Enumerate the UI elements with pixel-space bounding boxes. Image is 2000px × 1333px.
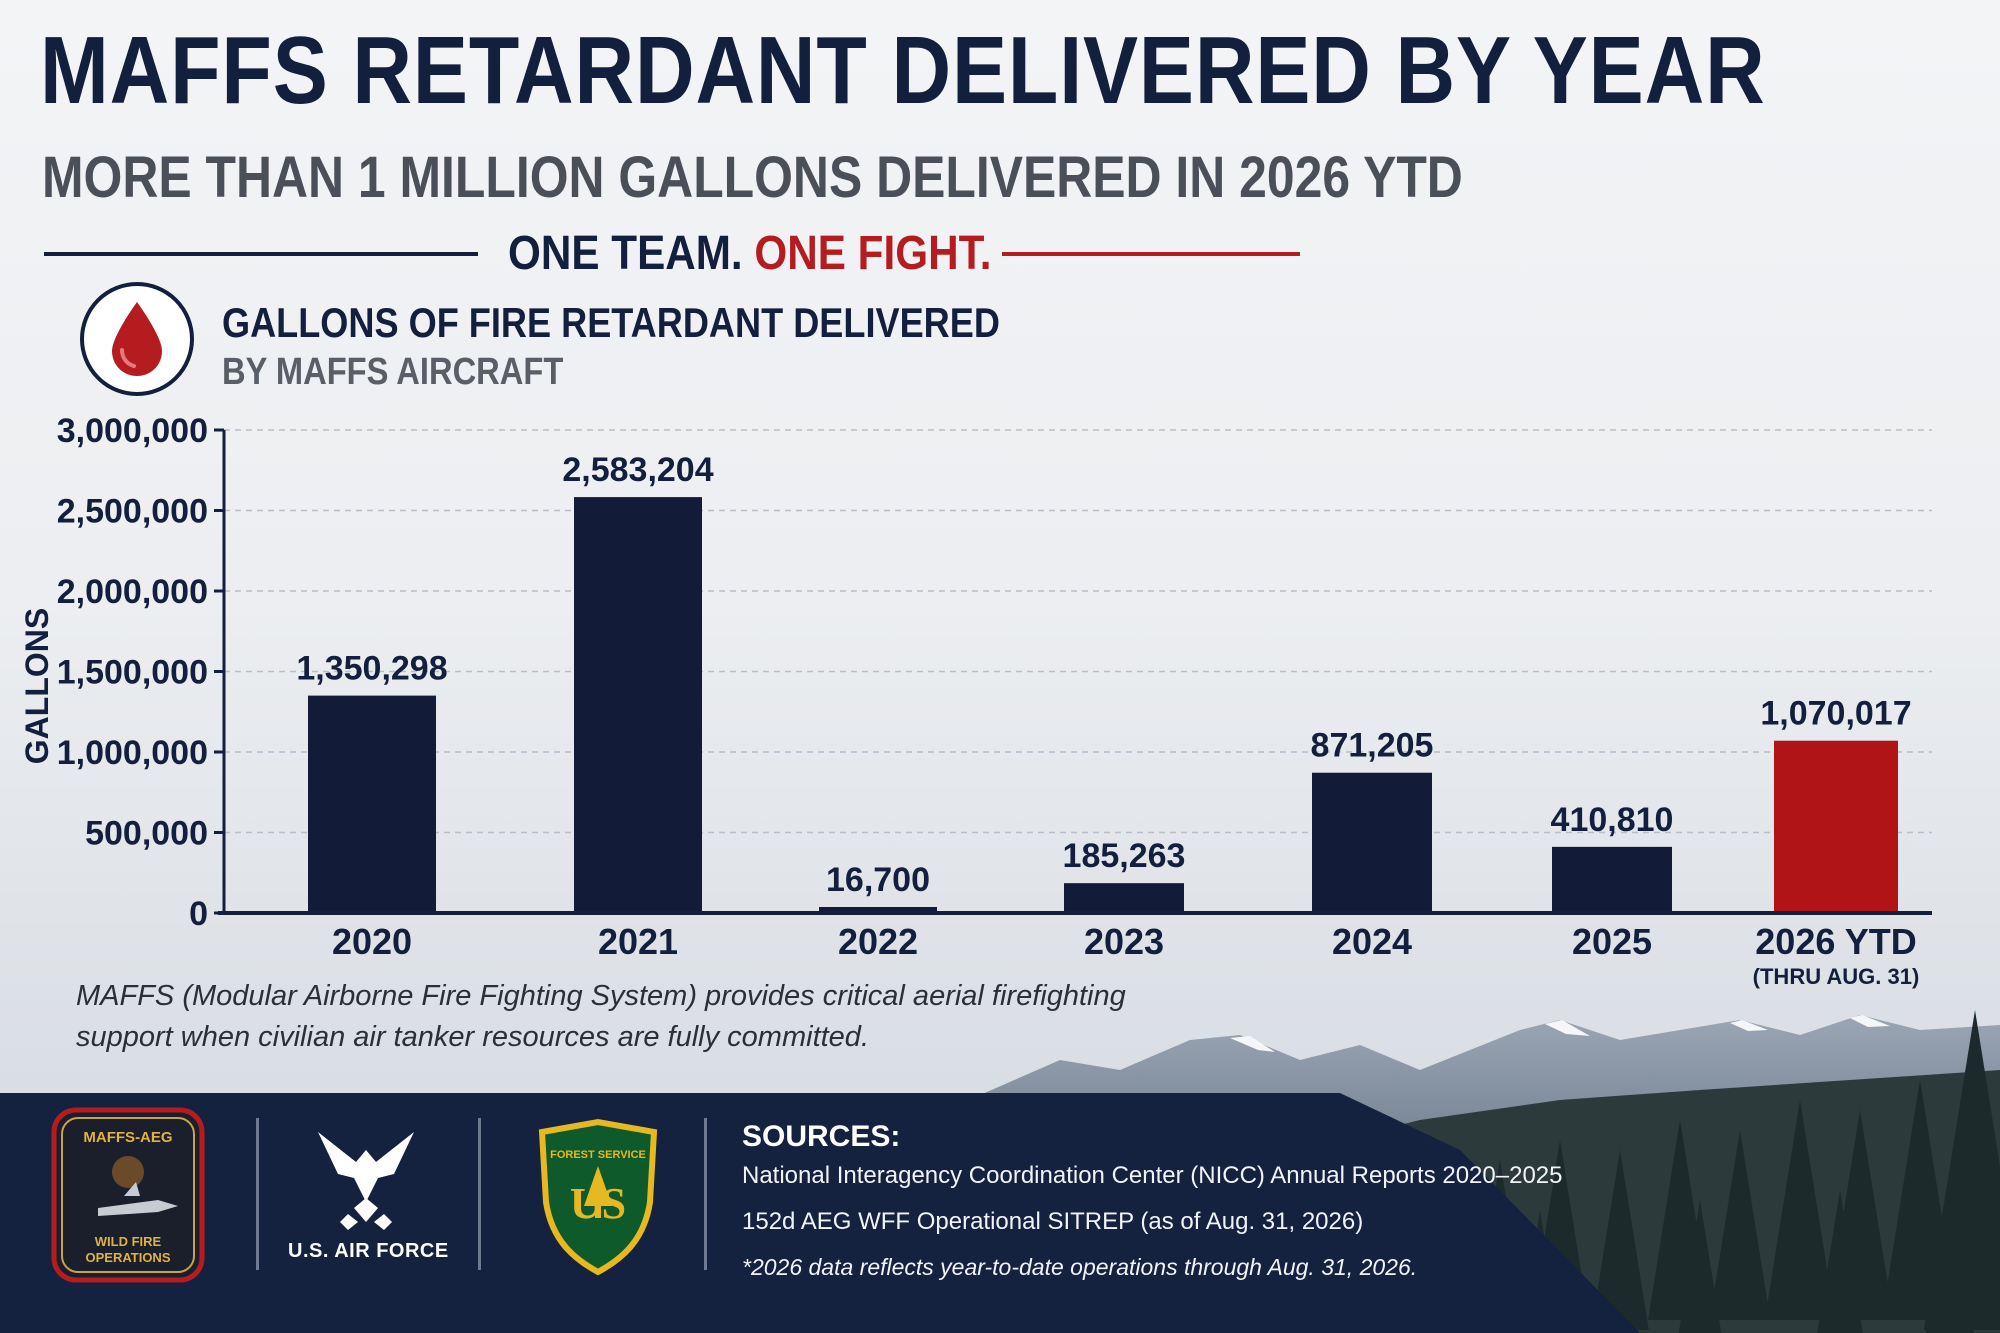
pine-tree — [1764, 1100, 1836, 1320]
data-label: 871,205 — [1311, 727, 1434, 765]
x-tick-label: 2024 — [1332, 921, 1412, 962]
forest-service-shield: FOREST SERVICE US — [538, 1118, 658, 1276]
sources-title: SOURCES: — [742, 1120, 901, 1153]
bar-2022 — [819, 907, 937, 913]
tagline-rule-left — [44, 252, 478, 256]
pine-tree — [1591, 1150, 1649, 1330]
bar-2026-ytd — [1774, 740, 1898, 913]
mountain-snow — [1230, 1015, 1890, 1052]
y-tick-label: 1,500,000 — [57, 654, 208, 692]
us-air-force-label: U.S. AIR FORCE — [288, 1240, 449, 1262]
footer-divider-3 — [704, 1118, 707, 1270]
droplet-icon — [80, 282, 194, 396]
x-tick-label: 2020 — [332, 921, 412, 962]
bar-2020 — [308, 695, 436, 913]
svg-text:FOREST SERVICE: FOREST SERVICE — [550, 1149, 646, 1161]
bar-2021 — [574, 497, 702, 913]
chart-title: GALLONS OF FIRE RETARDANT DELIVERED — [222, 299, 1000, 346]
tagline-part-2: ONE FIGHT. — [754, 227, 992, 280]
source-line: National Interagency Coordination Center… — [742, 1162, 1563, 1189]
pine-tree — [1709, 1130, 1771, 1320]
x-axis-labels: 2020 2021 2022 2023 2024 2025 2026 YTD(THRU AU… — [332, 921, 1919, 989]
bar-2023 — [1064, 883, 1184, 913]
grid-lines — [224, 429, 1932, 834]
bar-2024 — [1312, 772, 1432, 913]
y-tick-label: 2,000,000 — [57, 573, 208, 611]
pine-tree — [1925, 1180, 1975, 1333]
tagline-part-1: ONE TEAM. — [508, 227, 743, 280]
value-labels: 1,350,298 2,583,204 16,700 185,263 871,205 41… — [296, 451, 1911, 899]
y-tick-label: 0 — [189, 895, 208, 933]
data-label: 1,070,017 — [1760, 695, 1911, 733]
bars — [308, 497, 1898, 913]
x-tick-label: 2021 — [598, 921, 678, 962]
source-line: 152d AEG WFF Operational SITREP (as of A… — [742, 1208, 1364, 1235]
y-axis-ticks: 0 500,000 1,000,000 1,500,000 2,000,000 2,500… — [57, 412, 224, 933]
pine-tree — [1678, 1200, 1722, 1333]
page-title: MAFFS RETARDANT DELIVERED BY YEAR — [40, 17, 1766, 124]
footer-divider-1 — [256, 1118, 259, 1270]
x-tick-label: 2023 — [1084, 921, 1164, 962]
data-label: 2,583,204 — [562, 451, 713, 489]
pine-tree — [1817, 1190, 1863, 1333]
page-subtitle: MORE THAN 1 MILLION GALLONS DELIVERED IN… — [42, 145, 1463, 210]
maffs-description: MAFFS (Modular Airborne Fire Fighting Sy… — [76, 980, 1126, 1053]
bar-chart: 0 500,000 1,000,000 1,500,000 2,000,000 2,500… — [19, 412, 1932, 989]
x-tick-label: 2022 — [838, 921, 918, 962]
chart-subtitle: BY MAFFS AIRCRAFT — [222, 351, 564, 393]
x-tick-sublabel: (THRU AUG. 31) — [1753, 964, 1920, 989]
data-label: 185,263 — [1063, 837, 1186, 875]
patch-bottom-text: WILD FIRE — [95, 1234, 162, 1249]
maffs-aeg-patch: MAFFS-AEG WILD FIRE OPERATIONS — [51, 1107, 205, 1283]
data-label: 1,350,298 — [296, 650, 447, 688]
y-tick-label: 2,500,000 — [57, 493, 208, 531]
footer-divider-2 — [478, 1118, 481, 1270]
y-tick-label: 3,000,000 — [57, 412, 208, 450]
patch-top-text: MAFFS-AEG — [83, 1129, 172, 1146]
x-tick-label: 2026 YTD — [1755, 921, 1916, 962]
tagline-rule-right — [1002, 252, 1300, 256]
data-label: 16,700 — [826, 861, 930, 899]
y-axis-title: GALLONS — [19, 608, 55, 764]
tagline: ONE TEAM. ONE FIGHT. — [508, 227, 992, 281]
patch-bottom-text-2: OPERATIONS — [86, 1250, 171, 1265]
x-tick-label: 2025 — [1572, 921, 1652, 962]
us-air-force-logo — [318, 1132, 414, 1230]
data-label: 410,810 — [1551, 801, 1674, 839]
bar-2025 — [1552, 846, 1672, 913]
y-tick-label: 500,000 — [85, 815, 208, 853]
source-footnote: *2026 data reflects year-to-date operati… — [742, 1254, 1418, 1280]
y-tick-label: 1,000,000 — [57, 734, 208, 772]
